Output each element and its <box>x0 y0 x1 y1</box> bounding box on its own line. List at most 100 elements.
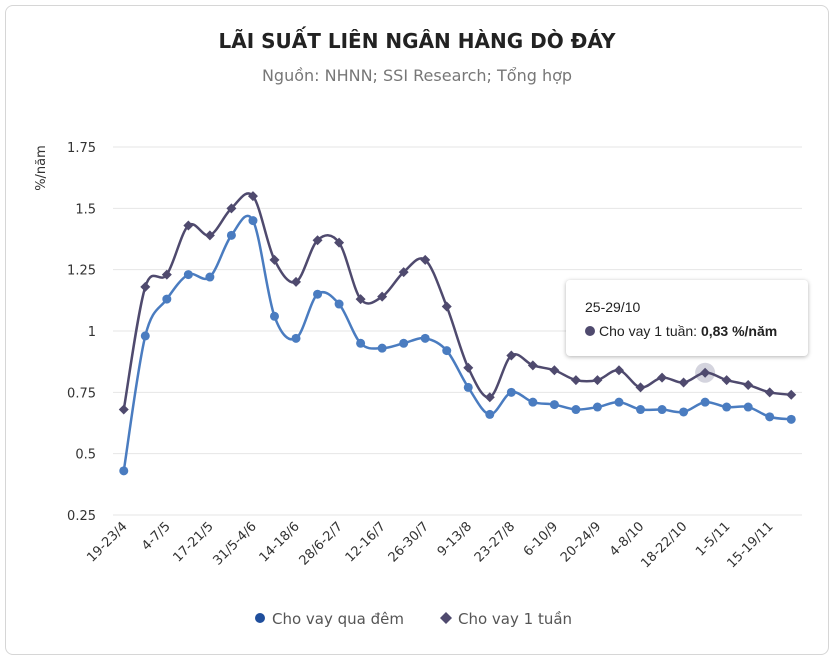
data-point[interactable] <box>721 375 732 386</box>
data-point[interactable] <box>743 379 754 390</box>
data-point[interactable] <box>484 392 495 403</box>
data-point[interactable] <box>700 397 710 407</box>
data-point[interactable] <box>506 350 517 361</box>
data-point[interactable] <box>269 311 279 321</box>
x-tick-label: 15-19/11 <box>724 519 776 571</box>
data-point[interactable] <box>205 272 215 282</box>
tooltip-value: 0,83 %/năm <box>700 323 778 339</box>
data-point[interactable] <box>657 405 667 415</box>
x-tick-label: 23-27/8 <box>472 519 518 565</box>
data-point[interactable] <box>765 412 775 422</box>
data-point[interactable] <box>291 276 302 287</box>
legend: Cho vay qua đêm Cho vay 1 tuần <box>255 610 572 628</box>
data-point[interactable] <box>162 294 172 304</box>
data-point[interactable] <box>743 402 753 412</box>
data-point[interactable] <box>398 267 409 278</box>
x-tick-label: 4-7/5 <box>139 519 174 554</box>
data-point[interactable] <box>506 387 516 397</box>
y-axis-label: %/năm <box>34 145 49 191</box>
x-tick-label: 26-30/7 <box>386 519 432 565</box>
legend-diamond-icon <box>440 612 452 624</box>
data-point[interactable] <box>592 375 603 386</box>
data-point[interactable] <box>485 409 495 419</box>
series-dot-icon <box>585 326 595 336</box>
data-point[interactable] <box>528 397 538 407</box>
y-tick-label: 1.25 <box>67 264 96 279</box>
data-point[interactable] <box>334 237 345 248</box>
data-point[interactable] <box>636 405 646 415</box>
tooltip-date: 25-29/10 <box>585 299 641 315</box>
x-tick-label: 12-16/7 <box>343 519 389 565</box>
data-point[interactable] <box>313 289 323 299</box>
legend-item-1-week[interactable]: Cho vay 1 tuần <box>440 610 572 628</box>
data-point[interactable] <box>614 397 624 407</box>
x-tick-label: 6-10/9 <box>521 519 561 559</box>
legend-item-overnight[interactable]: Cho vay qua đêm <box>255 610 404 628</box>
data-point[interactable] <box>204 230 215 241</box>
data-point[interactable] <box>592 402 602 412</box>
data-point[interactable] <box>679 407 689 417</box>
data-point[interactable] <box>635 382 646 393</box>
data-point[interactable] <box>570 375 581 386</box>
data-point[interactable] <box>441 301 452 312</box>
data-point[interactable] <box>291 333 301 343</box>
y-tick-label: 1 <box>88 325 96 340</box>
data-point[interactable] <box>463 362 474 373</box>
data-point[interactable] <box>549 400 559 410</box>
data-point[interactable] <box>356 338 366 348</box>
data-point[interactable] <box>248 216 258 226</box>
y-tick-label: 1.75 <box>67 141 96 156</box>
data-point[interactable] <box>678 377 689 388</box>
legend-circle-icon <box>255 613 265 623</box>
x-tick-label: 28/6-2/7 <box>297 519 346 568</box>
data-point[interactable] <box>442 346 452 356</box>
data-point[interactable] <box>463 382 473 392</box>
data-point[interactable] <box>334 299 344 309</box>
data-point[interactable] <box>571 405 581 415</box>
data-point[interactable] <box>226 203 237 214</box>
data-point[interactable] <box>786 389 797 400</box>
data-point[interactable] <box>183 270 193 280</box>
data-point[interactable] <box>119 466 129 476</box>
y-tick-label: 0.75 <box>67 386 96 401</box>
data-point[interactable] <box>786 414 796 424</box>
y-tick-label: 1.5 <box>75 202 96 217</box>
x-tick-label: 9-13/8 <box>435 519 475 559</box>
data-point[interactable] <box>420 333 430 343</box>
chart-subtitle: Nguồn: NHNN; SSI Research; Tổng hợp <box>262 66 572 85</box>
y-tick-label: 0.5 <box>75 448 96 463</box>
data-point[interactable] <box>722 402 732 412</box>
data-point[interactable] <box>269 254 280 265</box>
data-point[interactable] <box>549 365 560 376</box>
data-point[interactable] <box>613 365 624 376</box>
data-point[interactable] <box>140 281 151 292</box>
tooltip-series: Cho vay 1 tuần: <box>599 323 701 339</box>
data-point[interactable] <box>420 254 431 265</box>
x-tick-label: 19-23/4 <box>84 519 130 565</box>
data-point[interactable] <box>161 269 172 280</box>
x-tick-label: 20-24/9 <box>558 519 604 565</box>
x-tick-label: 18-22/10 <box>638 519 690 571</box>
legend-label: Cho vay 1 tuần <box>458 610 572 628</box>
data-point[interactable] <box>226 230 236 240</box>
data-point[interactable] <box>527 360 538 371</box>
data-point[interactable] <box>118 404 129 415</box>
data-point[interactable] <box>657 372 668 383</box>
data-point[interactable] <box>764 387 775 398</box>
data-point[interactable] <box>377 291 388 302</box>
legend-label: Cho vay qua đêm <box>272 610 404 628</box>
data-point[interactable] <box>355 294 366 305</box>
data-point[interactable] <box>399 338 409 348</box>
data-point[interactable] <box>140 331 150 341</box>
x-tick-label: 31/5-4/6 <box>210 519 259 568</box>
data-point[interactable] <box>377 343 387 353</box>
x-tick-label: 4-8/10 <box>607 519 647 559</box>
tooltip: 25-29/10 Cho vay 1 tuần: 0,83 %/năm <box>566 280 808 356</box>
y-tick-label: 0.25 <box>67 509 96 524</box>
data-point[interactable] <box>700 367 711 378</box>
data-point[interactable] <box>247 191 258 202</box>
x-tick-label: 1-5/11 <box>693 519 733 559</box>
data-point[interactable] <box>312 235 323 246</box>
data-point[interactable] <box>183 220 194 231</box>
